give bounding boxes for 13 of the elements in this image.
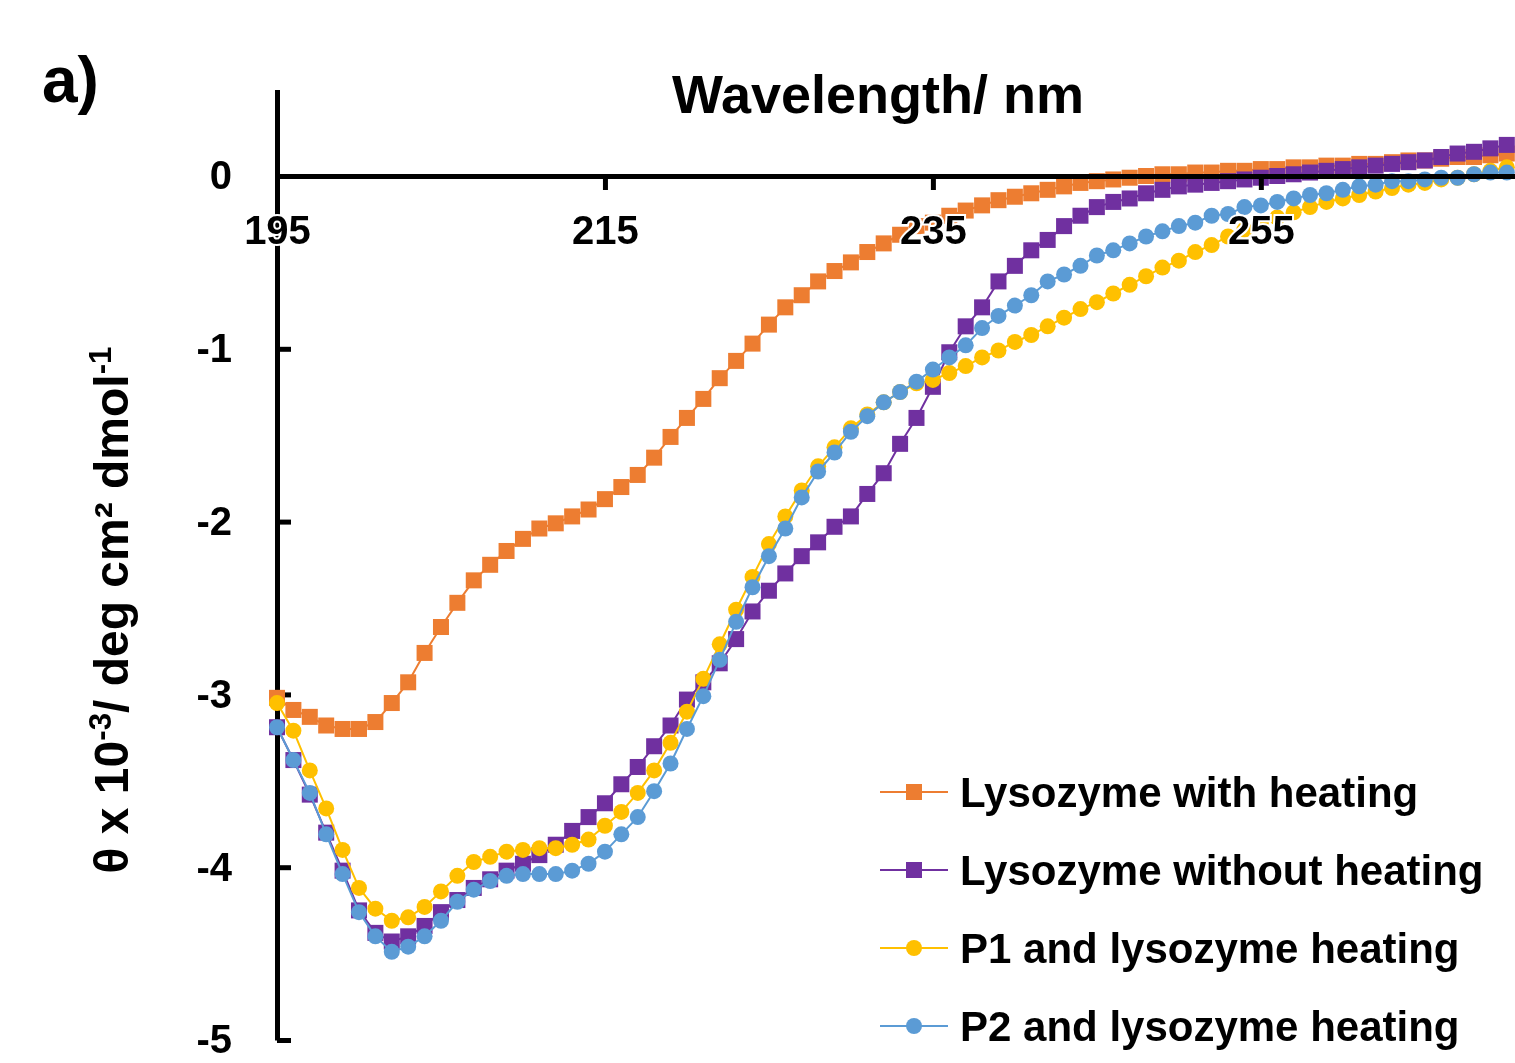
- y-tick-label: -1: [196, 326, 232, 371]
- y-tick-label: -4: [196, 844, 233, 889]
- y-tick-label: -3: [196, 671, 232, 716]
- legend-label: Lysozyme with heating: [960, 768, 1419, 816]
- legend-label: Lysozyme without heating: [960, 846, 1484, 894]
- text: a): [42, 44, 99, 116]
- x-tick-label: 215: [572, 208, 639, 253]
- legend-label: P2 and lysozyme heating: [960, 1002, 1460, 1050]
- y-tick-label: -5: [196, 1017, 232, 1062]
- x-axis-title: Wavelength/ nm: [671, 64, 1085, 124]
- y-tick-label: -2: [196, 498, 232, 543]
- legend-label: P1 and lysozyme heating: [960, 924, 1460, 972]
- y-tick-label: 0: [209, 153, 232, 198]
